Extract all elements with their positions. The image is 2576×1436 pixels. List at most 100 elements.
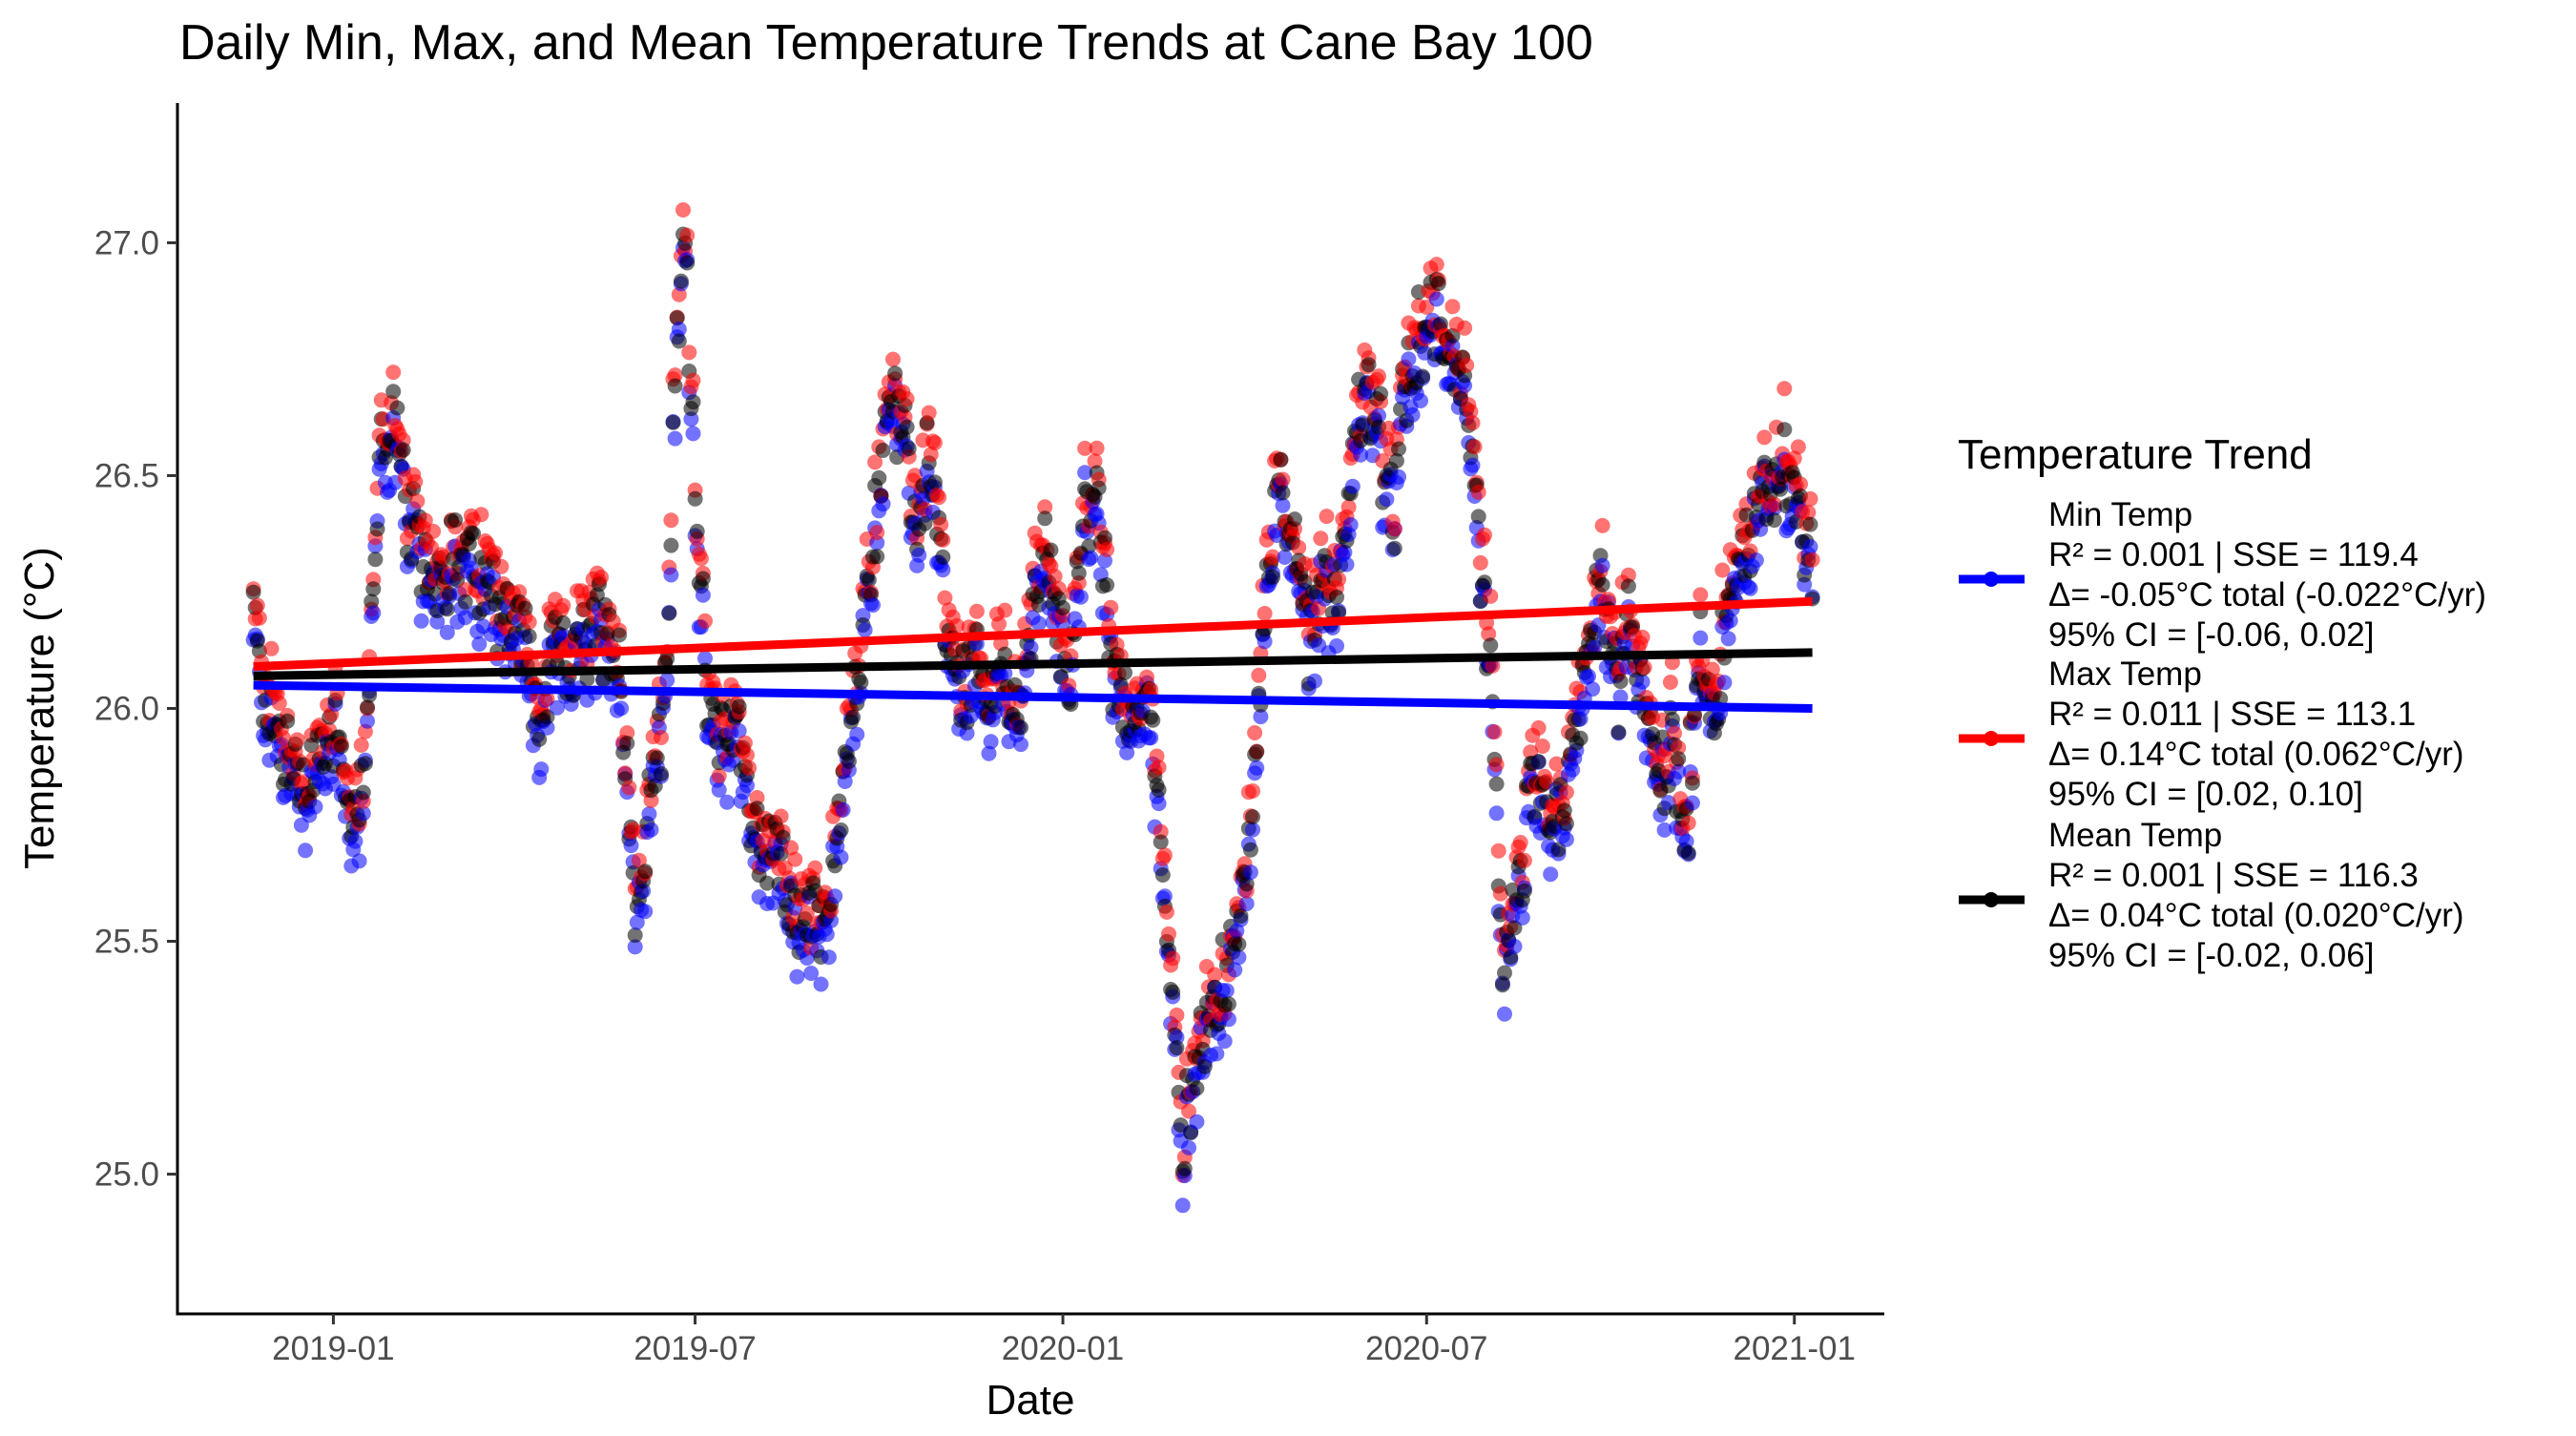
data-point [1558,784,1574,801]
data-point [641,806,657,822]
data-point [1371,368,1386,385]
data-point [471,636,488,652]
data-point [360,699,375,716]
data-point [711,768,727,784]
data-point [693,551,709,567]
data-point [447,512,464,528]
x-tick-label: 2020-07 [1365,1330,1487,1367]
data-point [1097,530,1112,546]
data-point [1680,815,1696,831]
data-point [671,333,687,349]
data-point [853,675,869,691]
data-point [1693,630,1709,646]
data-point [1077,440,1093,456]
data-point [654,730,669,745]
data-point [787,851,803,867]
data-point [1043,542,1059,558]
trend-line [253,648,1813,680]
legend-text-line: R² = 0.011 | SSE = 113.1 [2048,696,2416,733]
data-point [1477,527,1492,543]
data-point [659,651,675,667]
data-point [857,622,873,638]
data-point [1249,744,1265,760]
data-point [1716,675,1733,691]
data-point [1594,557,1610,573]
data-point [1556,802,1572,819]
data-point [637,904,654,920]
y-axis-label: Temperature (°C) [16,547,63,869]
data-point [1103,599,1119,615]
data-point [1077,465,1093,481]
data-point [426,523,442,539]
legend-text-line: Mean Temp [2048,817,2222,854]
legend-key-point [1984,572,1999,587]
data-point [659,672,675,688]
data-point [409,493,426,510]
data-point [1386,540,1402,556]
data-point [1413,393,1428,408]
data-point [276,730,291,746]
data-point [833,849,849,865]
data-point [1030,615,1047,632]
data-point [685,394,701,410]
data-point [364,593,380,610]
data-point [1231,936,1247,952]
data-point [1220,1011,1236,1028]
data-point [649,750,665,766]
data-point [1634,674,1651,690]
data-point [1277,550,1293,565]
x-axis-label: Date [987,1377,1075,1424]
data-point [413,613,429,629]
data-point [1430,276,1446,292]
data-point [935,549,951,565]
data-point [1355,417,1371,433]
data-point [687,490,703,507]
data-point [1756,429,1773,446]
data-point [1087,453,1103,469]
data-point [1156,847,1173,864]
data-point [521,628,537,644]
data-point [1415,368,1431,385]
x-tick-label: 2021-01 [1734,1330,1856,1367]
data-point [749,790,765,805]
data-point [407,473,424,489]
data-point [697,613,713,629]
data-point [307,799,323,815]
data-point [875,443,891,458]
data-point [813,976,829,992]
data-point [1512,835,1528,850]
data-point [741,760,758,776]
data-point [1275,497,1291,513]
data-point [1530,754,1547,770]
data-point [1459,357,1475,373]
legend-key-point [1984,731,1999,746]
data-point [849,726,865,742]
x-tick-label: 2019-07 [634,1330,756,1367]
data-point [1804,552,1820,568]
data-point [739,747,755,763]
data-point [1548,756,1565,772]
data-point [789,968,805,985]
data-point [1070,565,1087,581]
data-point [1342,517,1359,532]
data-point [1470,484,1486,500]
data-point [1516,883,1532,899]
legend-text-line: Max Temp [2048,656,2202,693]
trend-line [253,596,1813,672]
data-point [654,766,669,782]
data-point [1013,737,1028,753]
data-point [619,736,635,751]
data-point [1388,453,1404,468]
data-point [296,774,311,790]
data-point [675,202,691,218]
data-point [935,531,951,548]
data-point [333,739,349,755]
data-point [1209,1046,1225,1062]
data-point [271,696,287,711]
data-point [1231,949,1247,966]
data-point [689,523,705,539]
data-point [667,378,683,394]
data-point [679,255,696,271]
